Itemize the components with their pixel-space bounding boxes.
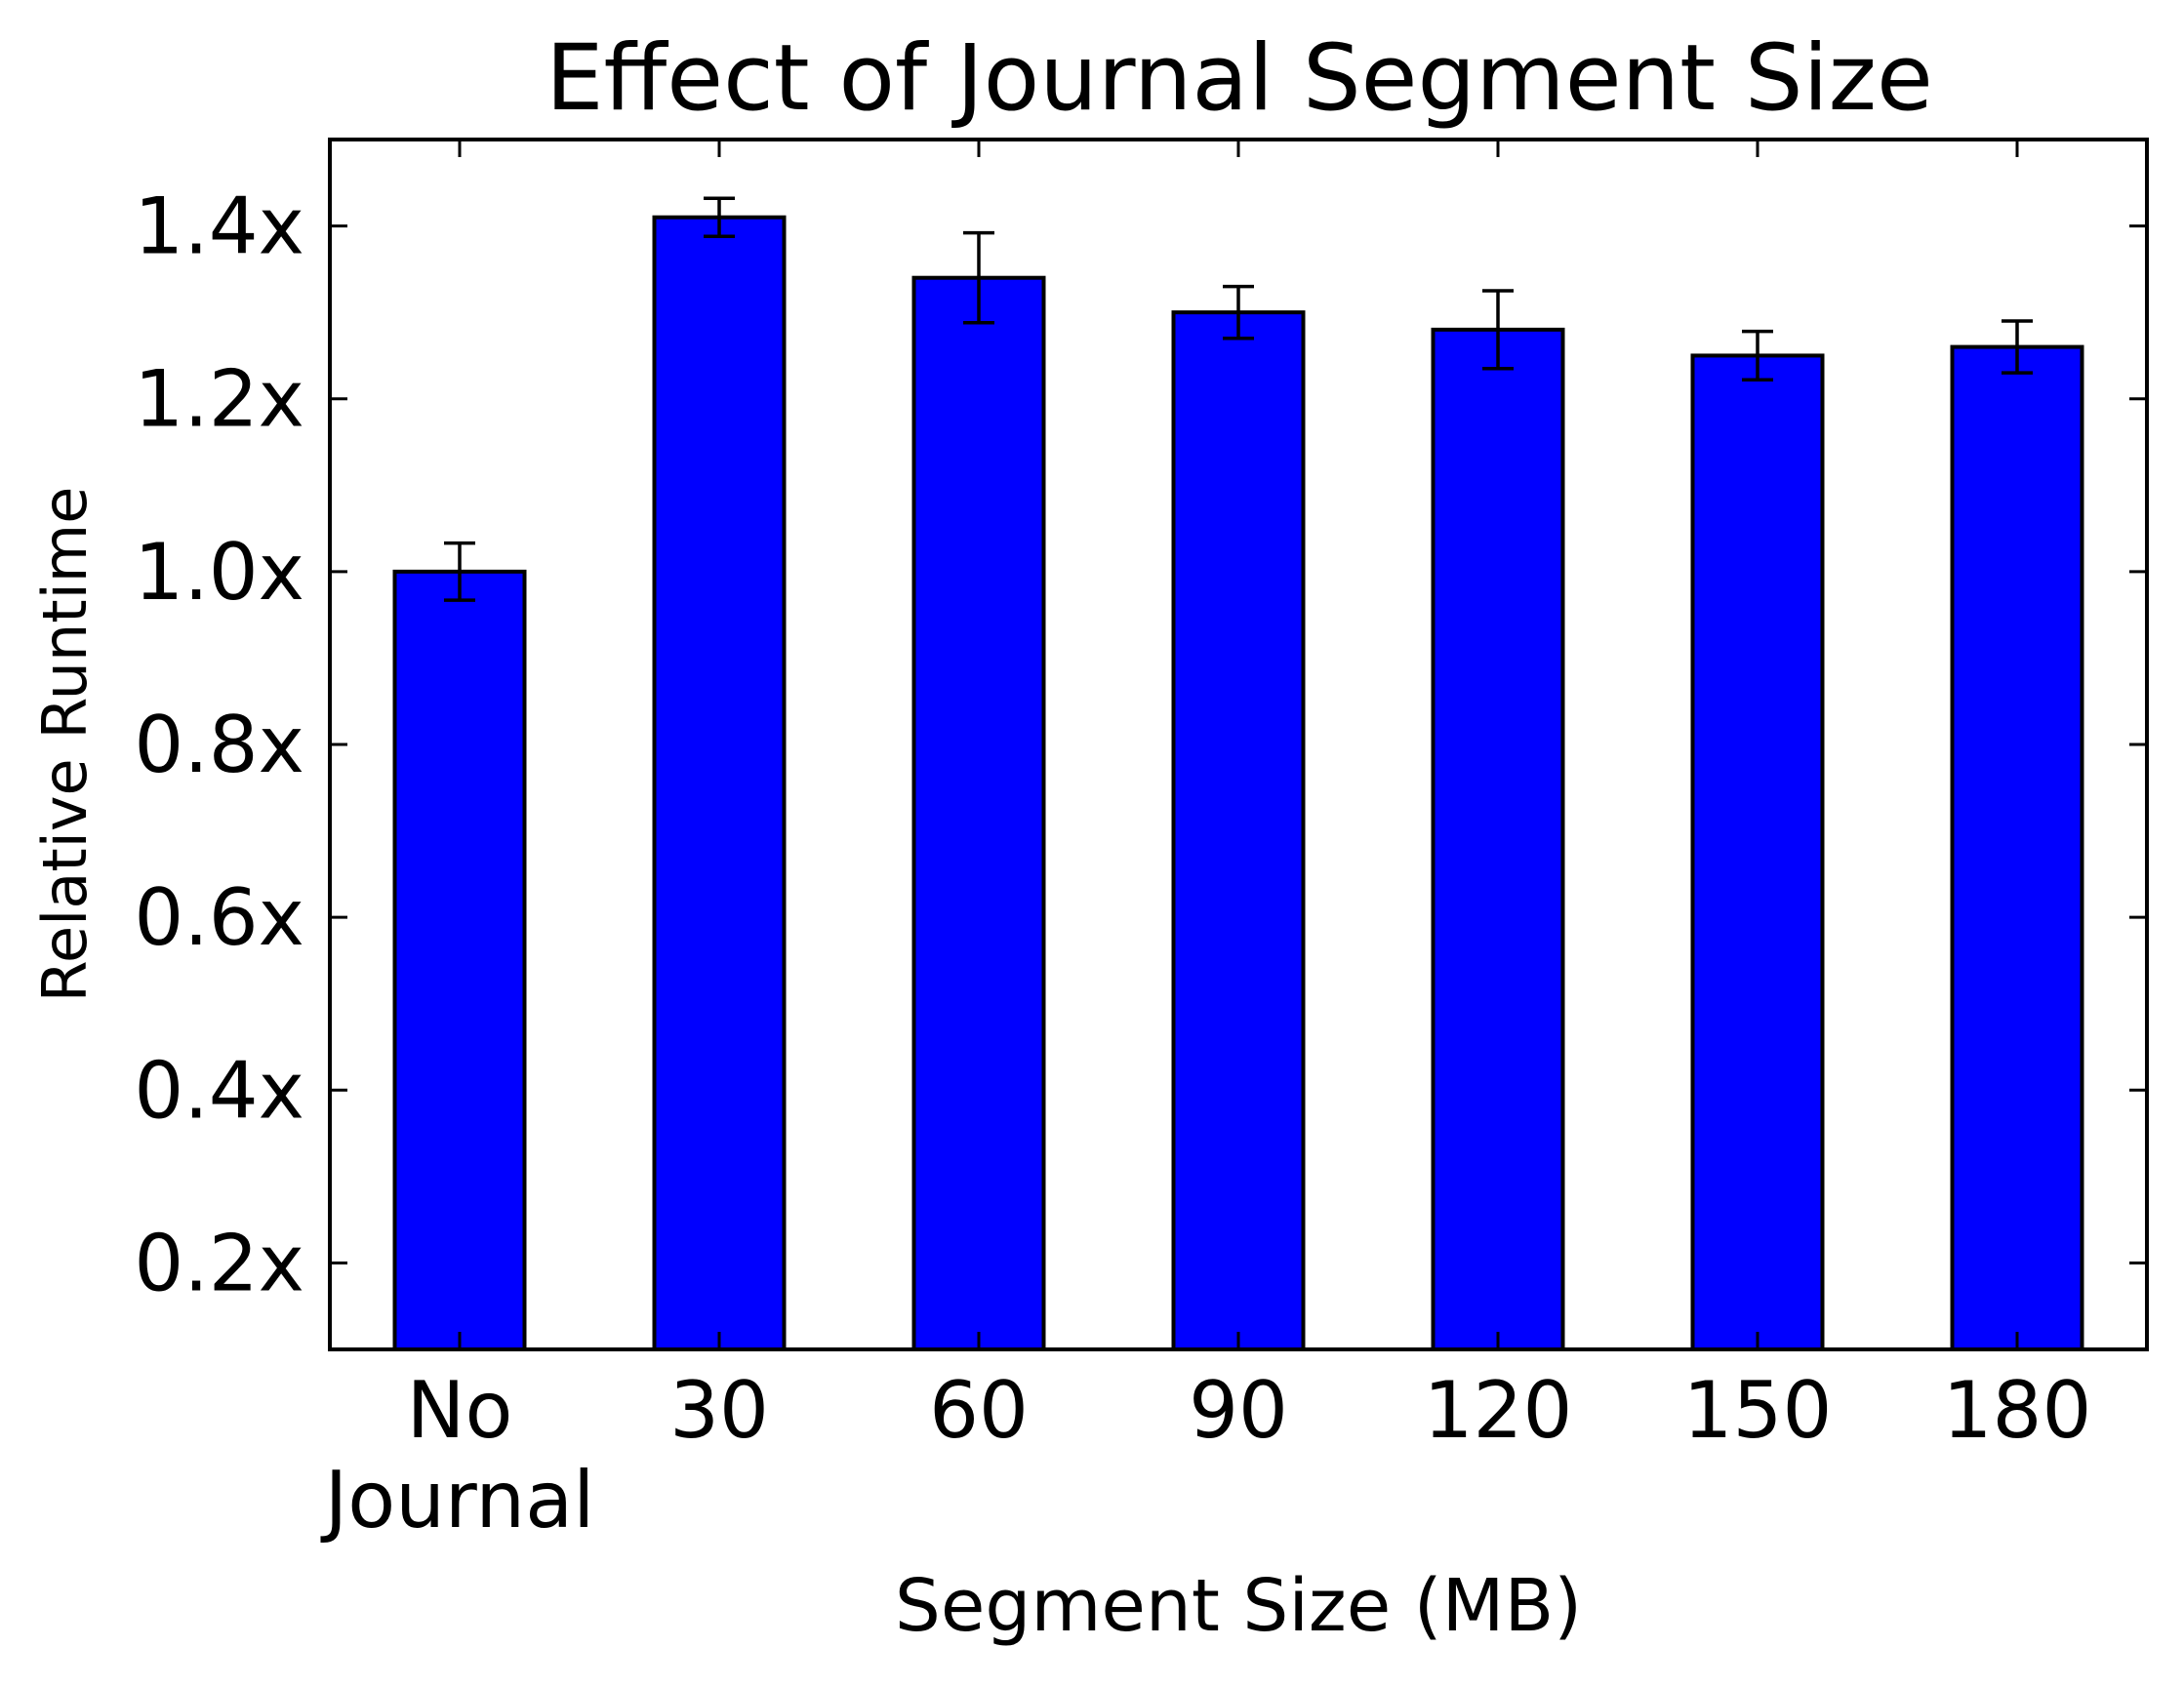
bar: [1690, 353, 1825, 1351]
y-tick-label: 0.6x: [134, 872, 304, 963]
x-tick-label: 30: [669, 1365, 769, 1456]
bar: [1950, 344, 2084, 1352]
ticks-layer: [330, 140, 2147, 1349]
y-tick-label: 0.4x: [134, 1045, 304, 1136]
error-bar: [2002, 319, 2033, 375]
y-axis-label: Relative Runtime: [29, 487, 101, 1003]
x-tick-label: Journal: [320, 1455, 595, 1546]
x-tick-label: 120: [1424, 1365, 1573, 1456]
y-tick-label: 1.2x: [134, 354, 304, 445]
y-tick-label: 1.4x: [134, 181, 304, 272]
y-tick-label: 0.8x: [134, 700, 304, 790]
bar: [1431, 327, 1565, 1351]
bar: [652, 215, 787, 1352]
error-bars-layer: [444, 196, 2033, 602]
x-tick-label: 90: [1189, 1365, 1288, 1456]
y-tick-label: 1.0x: [134, 527, 304, 618]
error-bar: [963, 230, 994, 325]
error-bar: [1742, 329, 1773, 382]
x-tick-label: No: [407, 1365, 513, 1456]
bar: [392, 569, 527, 1351]
bars-layer: [392, 215, 2084, 1352]
chart-title: Effect of Journal Segment Size: [546, 25, 1933, 132]
error-bar: [444, 541, 475, 602]
x-tick-label: 150: [1683, 1365, 1833, 1456]
error-bar: [704, 196, 735, 238]
error-bar: [1223, 284, 1254, 341]
x-tick-label: 180: [1943, 1365, 2092, 1456]
bar: [911, 275, 1046, 1352]
x-axis-label: Segment Size (MB): [895, 1564, 1582, 1648]
x-tick-label: 60: [929, 1365, 1029, 1456]
y-tick-label: 0.2x: [134, 1218, 304, 1308]
y-tick-labels: 0.2x 0.4x 0.6x 0.8x 1.0x 1.2x 1.4x: [134, 181, 304, 1309]
bar: [1171, 310, 1306, 1352]
error-bar: [1482, 289, 1514, 371]
